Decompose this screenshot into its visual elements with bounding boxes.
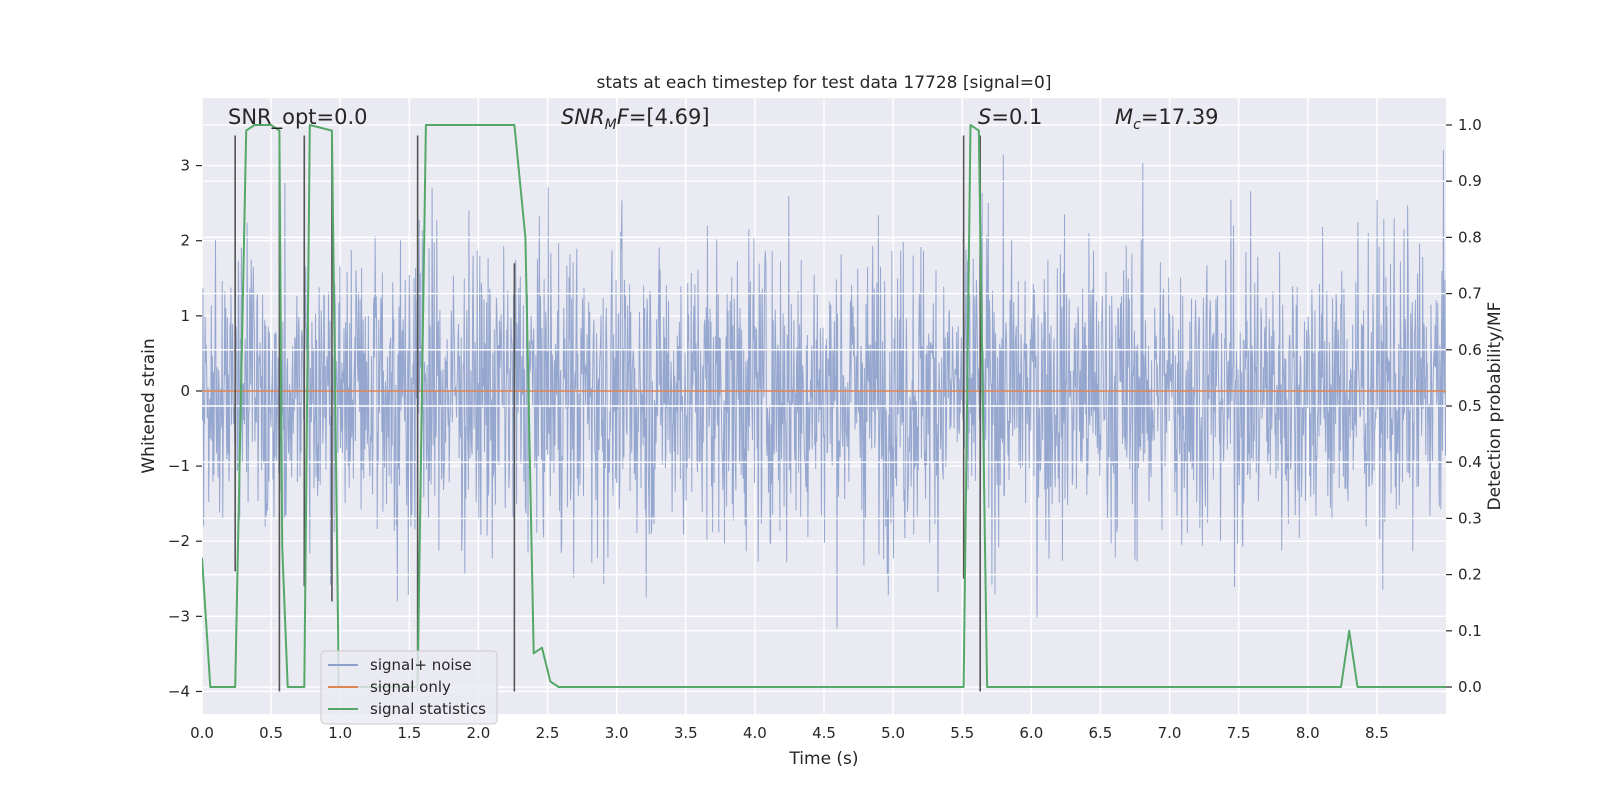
x-tick-label-0: 0.0 — [190, 724, 214, 742]
x-tick-label-15: 7.5 — [1227, 724, 1251, 742]
y-tick-label-7: −4 — [168, 682, 190, 700]
y2-tick-label-3: 0.7 — [1458, 285, 1482, 303]
x-tick-label-11: 5.5 — [950, 724, 974, 742]
y-tick-label-0: 3 — [180, 157, 190, 175]
chart-title: stats at each timestep for test data 177… — [597, 73, 1052, 93]
y2-tick-label-4: 0.6 — [1458, 341, 1482, 359]
x-tick-label-17: 8.5 — [1365, 724, 1389, 742]
annotation-mc: Mc=17.39 — [1115, 105, 1219, 133]
signal-statistics-series — [202, 124, 1446, 688]
signal-noise-series — [202, 150, 1446, 629]
annotation-snr-mf-base: SNR — [561, 105, 605, 129]
x-tick-label-16: 8.0 — [1296, 724, 1320, 742]
y2-tick-label-7: 0.3 — [1458, 509, 1482, 527]
x-tick-label-3: 1.5 — [397, 724, 421, 742]
legend-entry-signal-noise: signal+ noise — [370, 656, 472, 674]
x-tick-label-8: 4.0 — [743, 724, 767, 742]
x-tick-label-4: 2.0 — [467, 724, 491, 742]
annotation-snr-mf-value: =[4.69] — [629, 105, 710, 129]
y2-tick-label-1: 0.9 — [1458, 172, 1482, 190]
x-tick-label-12: 6.0 — [1019, 724, 1043, 742]
annotation-s-value: =0.1 — [991, 105, 1042, 129]
x-tick-label-2: 1.0 — [328, 724, 352, 742]
x-tick-label-13: 6.5 — [1089, 724, 1113, 742]
signal-noise-line — [202, 150, 1446, 629]
x-tick-label-6: 3.0 — [605, 724, 629, 742]
y2-tick-label-2: 0.8 — [1458, 228, 1482, 246]
y-tick-label-3: 0 — [180, 382, 190, 400]
x-tick-label-5: 2.5 — [536, 724, 560, 742]
y-tick-label-2: 1 — [180, 307, 190, 325]
y-tick-label-6: −3 — [168, 607, 190, 625]
x-axis-label: Time (s) — [788, 749, 858, 769]
x-tick-label-14: 7.0 — [1158, 724, 1182, 742]
annotation-mc-value: =17.39 — [1141, 105, 1219, 129]
annotation-snr-mf-sub: M — [605, 117, 617, 133]
annotation-s: S=0.1 — [978, 105, 1042, 129]
annotation-mc-sub: c — [1133, 117, 1141, 133]
y2-tick-label-10: 0.0 — [1458, 678, 1482, 696]
y-axis-label: Whitened strain — [139, 338, 159, 473]
y2-tick-label-6: 0.4 — [1458, 453, 1482, 471]
annotation-snr-opt: SNR_opt=0.0 — [228, 105, 368, 130]
x-tick-label-10: 5.0 — [881, 724, 905, 742]
y2-tick-label-0: 1.0 — [1458, 116, 1482, 134]
y-axis-right: 1.0 0.9 0.8 0.7 0.6 0.5 0.4 0.3 0.2 0.1 0.0 — [1446, 116, 1482, 696]
y-tick-label-1: 2 — [180, 232, 190, 250]
y-tick-label-4: −1 — [168, 457, 190, 475]
y2-axis-label: Detection probability/MF — [1485, 302, 1505, 511]
legend-entry-signal-only: signal only — [370, 678, 451, 696]
y-axis-left: 3 2 1 0 −1 −2 −3 −4 — [168, 157, 202, 700]
legend: signal+ noise signal only signal statist… — [320, 650, 498, 725]
legend-box — [320, 650, 498, 725]
x-tick-label-1: 0.5 — [259, 724, 283, 742]
annotation-mc-base: M — [1115, 105, 1133, 129]
annotation-snr-mf-f: F — [617, 105, 630, 129]
y2-tick-label-8: 0.2 — [1458, 566, 1482, 584]
y2-tick-label-5: 0.5 — [1458, 397, 1482, 415]
y-tick-label-5: −2 — [168, 532, 190, 550]
annotation-s-base: S — [978, 105, 991, 129]
annotation-snr-mf: SNRMF=[4.69] — [561, 105, 710, 133]
x-tick-label-7: 3.5 — [674, 724, 698, 742]
x-tick-label-9: 4.5 — [812, 724, 836, 742]
y2-tick-label-9: 0.1 — [1458, 622, 1482, 640]
legend-entry-signal-statistics: signal statistics — [370, 700, 486, 718]
x-axis: 0.0 0.5 1.0 1.5 2.0 2.5 3.0 3.5 4.0 4.5 5.0 5.5 6.0 6… — [190, 724, 1389, 742]
